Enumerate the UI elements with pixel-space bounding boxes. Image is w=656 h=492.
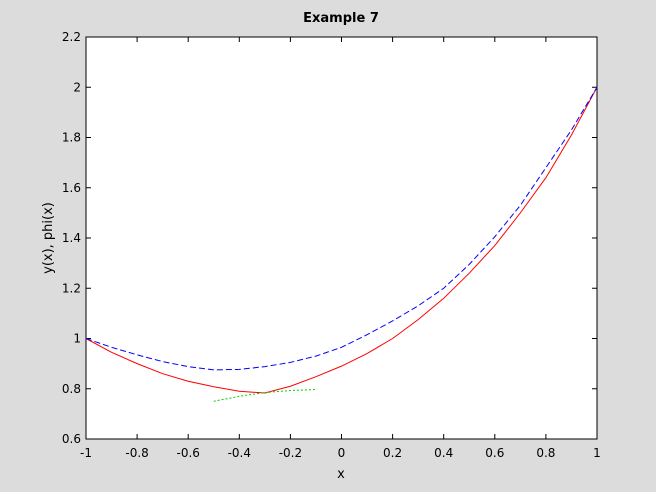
x-tick-label: 0.6 [485,446,504,460]
y-tick-label: 1.8 [62,131,81,145]
x-tick-label: -0.8 [125,446,148,460]
series-line [85,86,598,371]
y-tick-label: 1.2 [62,281,81,295]
chart-title: Example 7 [303,11,379,26]
y-tick-label: 2 [73,80,81,94]
x-tick-label: 1 [593,446,601,460]
axes-box [85,36,598,440]
y-tick-label: 0.6 [62,432,81,446]
y-tick-label: 0.8 [62,382,81,396]
x-tick-label: -0.2 [279,446,302,460]
series-line [85,87,598,394]
x-tick-label: 0.4 [434,446,453,460]
y-tick-label: 1.6 [62,181,81,195]
series-line [213,389,316,402]
x-tick-label: -0.6 [176,446,199,460]
x-tick-label: 0.8 [536,446,555,460]
x-tick-label: 0.2 [383,446,402,460]
x-tick-label: -0.4 [228,446,251,460]
x-axis-label: x [337,467,345,482]
y-axis-label: y(x), phi(x) [41,202,56,274]
x-tick-label: -1 [80,446,92,460]
plot-area [86,37,597,439]
y-tick-label: 1.4 [62,231,81,245]
x-tick-label: 0 [338,446,346,460]
y-tick-label: 2.2 [62,30,81,44]
y-tick-label: 1 [73,332,81,346]
